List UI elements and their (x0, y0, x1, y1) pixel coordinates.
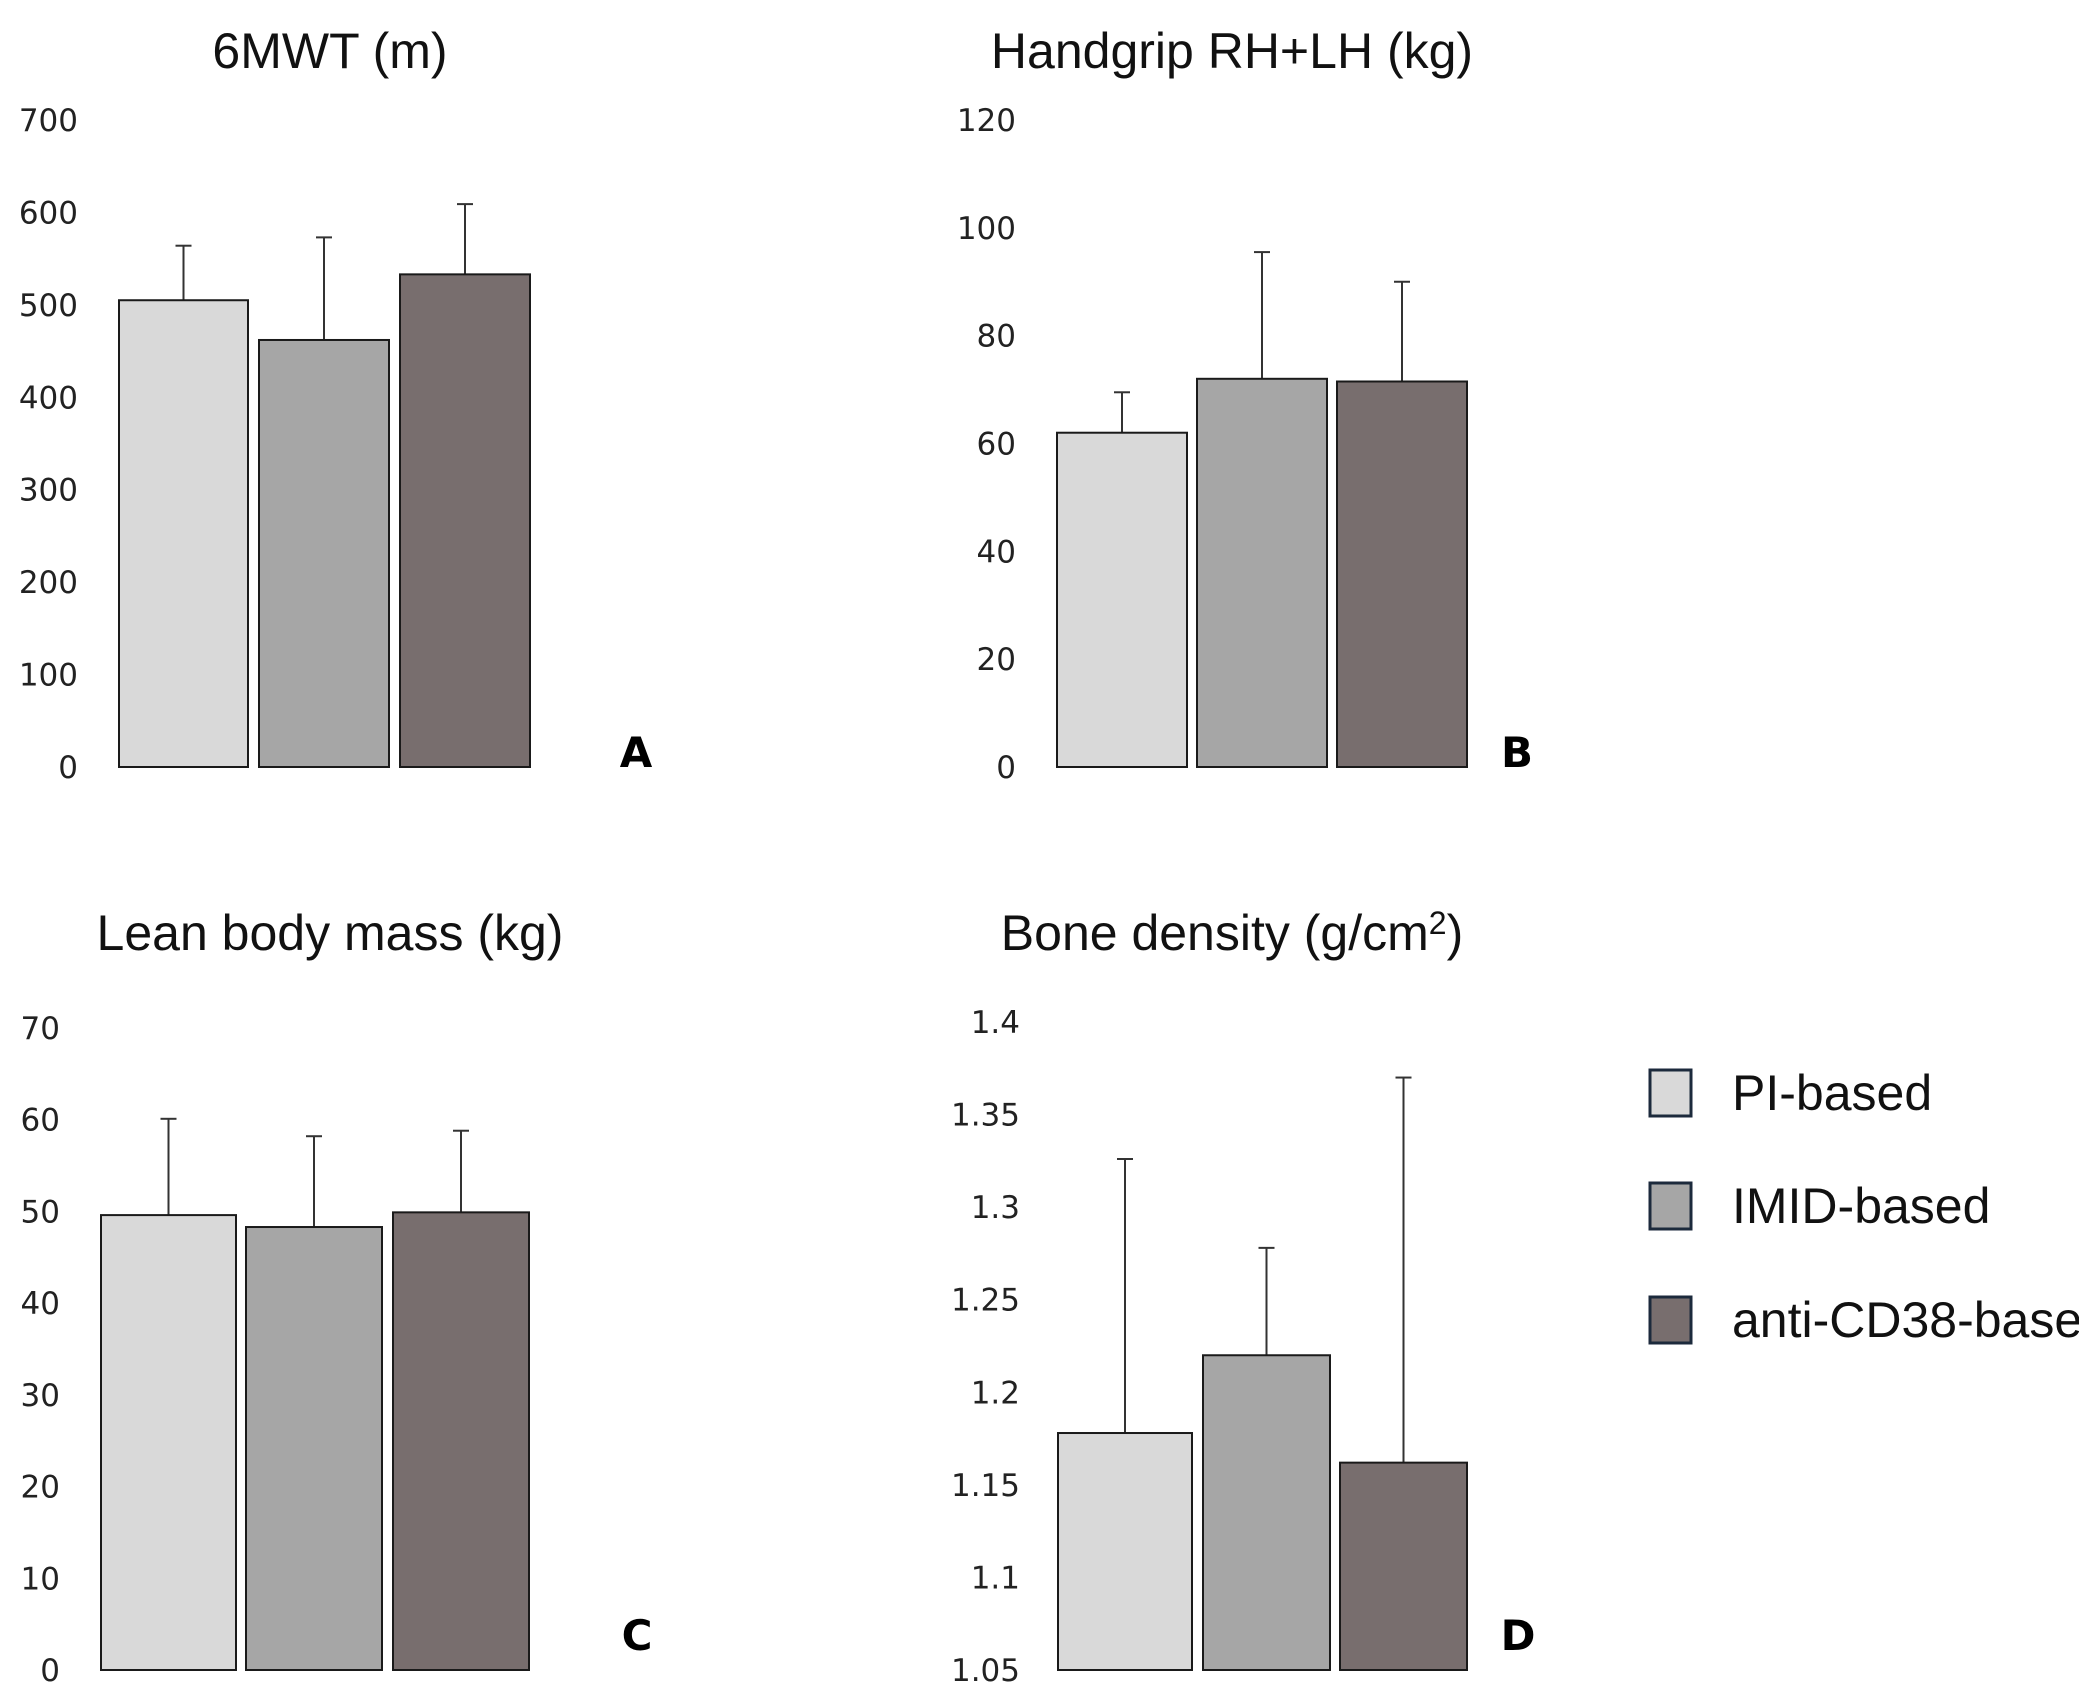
legend-swatch (1648, 1181, 1693, 1231)
bar-anti-cd38-based (1339, 1461, 1468, 1672)
panel-letter: C (622, 1611, 653, 1660)
y-tick-label: 400 (19, 380, 78, 416)
panel-letter: D (1501, 1611, 1536, 1660)
legend-label: IMID-based (1732, 1178, 1990, 1234)
bar-pi-based (1057, 1432, 1193, 1671)
bar-imid-based (245, 1226, 383, 1672)
y-tick-label: 300 (19, 473, 78, 509)
y-tick-label: 1.4 (971, 1005, 1020, 1041)
y-tick-label: 1.2 (971, 1375, 1020, 1411)
legend-label: PI-based (1732, 1065, 1932, 1121)
panel-c: Lean body mass (kg) 0 10 20 30 40 50 60 70 C (21, 905, 653, 1689)
y-tick-label: 0 (996, 750, 1016, 786)
y-tick-label: 1.3 (971, 1190, 1020, 1226)
y-tick-label: 1.25 (951, 1283, 1020, 1319)
bar-pi-based (1056, 431, 1188, 768)
bar-anti-cd38-based (392, 1211, 530, 1671)
panel-letter: A (620, 728, 653, 777)
bar-imid-based (258, 338, 390, 768)
panel-letter: B (1501, 728, 1533, 777)
y-tick-label: 0 (40, 1653, 60, 1689)
y-tick-label: 40 (21, 1286, 60, 1322)
y-tick-label: 500 (19, 288, 78, 324)
panel-d: Bone density (g/cm2) 1.05 1.1 1.15 1.2 1.25 1.… (951, 905, 1535, 1689)
y-tick-label: 600 (19, 195, 78, 231)
y-tick-label: 1.15 (951, 1468, 1020, 1504)
panel-a: 6MWT (m) 0 100 200 300 400 500 600 700 A (19, 23, 653, 786)
bar-anti-cd38-based (399, 273, 531, 768)
y-tick-label: 700 (19, 103, 78, 139)
legend: PI-based IMID-based anti-CD38-based (1648, 1065, 2079, 1348)
y-tick-label: 120 (957, 103, 1016, 139)
y-tick-label: 30 (21, 1378, 60, 1414)
y-tick-label: 100 (957, 211, 1016, 247)
legend-item: PI-based (1648, 1065, 1932, 1121)
legend-swatch (1648, 1295, 1693, 1345)
chart-title: Handgrip RH+LH (kg) (991, 23, 1473, 79)
y-tick-label: 80 (977, 319, 1016, 355)
y-tick-label: 1.05 (951, 1653, 1020, 1689)
bar-pi-based (100, 1214, 237, 1672)
chart-title: Bone density (g/cm2) (1001, 905, 1463, 961)
y-tick-label: 70 (21, 1011, 60, 1047)
y-tick-label: 20 (977, 642, 1016, 678)
y-tick-label: 1.35 (951, 1098, 1020, 1134)
panel-b: Handgrip RH+LH (kg) 0 20 40 60 80 100 120 B (957, 23, 1533, 786)
chart-title: Lean body mass (kg) (97, 905, 564, 961)
y-tick-label: 1.1 (971, 1560, 1020, 1596)
y-tick-label: 20 (21, 1470, 60, 1506)
y-tick-label: 200 (19, 565, 78, 601)
y-tick-label: 0 (58, 750, 78, 786)
legend-swatch (1648, 1068, 1693, 1118)
y-tick-label: 60 (977, 427, 1016, 463)
bar-anti-cd38-based (1336, 380, 1468, 768)
y-tick-label: 50 (21, 1194, 60, 1230)
y-tick-label: 100 (19, 658, 78, 694)
bar-pi-based (118, 299, 249, 768)
y-tick-label: 40 (977, 534, 1016, 570)
chart-title: 6MWT (m) (212, 23, 447, 79)
legend-item: anti-CD38-based (1648, 1292, 2079, 1348)
panels: 6MWT (m)0100200300400500600700AHandgrip … (19, 23, 1536, 1689)
y-tick-label: 60 (21, 1103, 60, 1139)
bar-imid-based (1196, 377, 1328, 768)
legend-item: IMID-based (1648, 1178, 1990, 1234)
y-tick-label: 10 (21, 1561, 60, 1597)
legend-label: anti-CD38-based (1732, 1292, 2079, 1348)
bar-imid-based (1202, 1354, 1331, 1672)
